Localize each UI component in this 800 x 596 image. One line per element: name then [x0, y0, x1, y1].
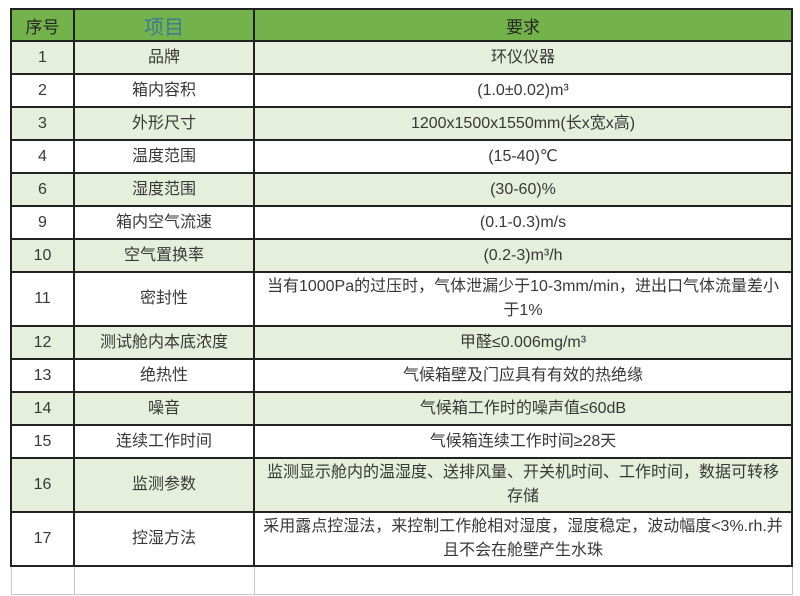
cell-requirement: 采用露点控湿法，来控制工作舱相对湿度，湿度稳定，波动幅度<3%.rh.并且不会在… [253, 511, 793, 567]
cell-requirement: 气候箱连续工作时间≥28天 [253, 424, 793, 459]
table-row: 12 测试舱内本底浓度 甲醛≤0.006mg/m³ [10, 325, 793, 360]
cell-number: 10 [10, 238, 75, 273]
cell-item: 绝热性 [73, 358, 255, 393]
cell-number: 6 [10, 172, 75, 207]
header-cell-number: 序号 [10, 8, 75, 42]
cell-item: 控湿方法 [73, 511, 255, 567]
table-row: 17 控湿方法 采用露点控湿法，来控制工作舱相对湿度，湿度稳定，波动幅度<3%.rh… [10, 511, 793, 567]
cell-requirement [253, 565, 793, 595]
cell-item: 监测参数 [73, 457, 255, 513]
cell-requirement: (30-60)% [253, 172, 793, 207]
header-cell-requirement: 要求 [253, 8, 793, 42]
cell-number: 4 [10, 139, 75, 174]
cell-number: 1 [10, 40, 75, 75]
table-row: 2 箱内容积 (1.0±0.02)m³ [10, 73, 793, 108]
cell-number: 15 [10, 424, 75, 459]
cell-number: 3 [10, 106, 75, 141]
cell-item: 空气置换率 [73, 238, 255, 273]
table-row: 10 空气置换率 (0.2-3)m³/h [10, 238, 793, 273]
cell-requirement: 甲醛≤0.006mg/m³ [253, 325, 793, 360]
cell-number: 11 [10, 271, 75, 327]
empty-row [10, 565, 793, 595]
cell-number: 16 [10, 457, 75, 513]
cell-item: 温度范围 [73, 139, 255, 174]
cell-requirement: 气候箱壁及门应具有有效的热绝缘 [253, 358, 793, 393]
cell-requirement: 环仪仪器 [253, 40, 793, 75]
cell-requirement: 气候箱工作时的噪声值≤60dB [253, 391, 793, 426]
cell-item: 连续工作时间 [73, 424, 255, 459]
table-row: 4 温度范围 (15-40)℃ [10, 139, 793, 174]
table-row: 13 绝热性 气候箱壁及门应具有有效的热绝缘 [10, 358, 793, 393]
table-row: 11 密封性 当有1000Pa的过压时，气体泄漏少于10-3mm/min，进出口气体… [10, 271, 793, 327]
header-cell-item: 项目 [73, 8, 255, 42]
table-row: 6 湿度范围 (30-60)% [10, 172, 793, 207]
cell-requirement: 监测显示舱内的温湿度、送排风量、开关机时间、工作时间，数据可转移存储 [253, 457, 793, 513]
cell-requirement: (1.0±0.02)m³ [253, 73, 793, 108]
cell-item: 密封性 [73, 271, 255, 327]
cell-item: 噪音 [73, 391, 255, 426]
cell-requirement: (15-40)℃ [253, 139, 793, 174]
cell-requirement: 当有1000Pa的过压时，气体泄漏少于10-3mm/min，进出口气体流量差小于… [253, 271, 793, 327]
spec-table-body: 1 品牌 环仪仪器 2 箱内容积 (1.0±0.02)m³ 3 外形尺寸 1200x1500x1… [10, 40, 793, 595]
spec-table-header: 序号 项目 要求 [10, 8, 793, 42]
table-row: 15 连续工作时间 气候箱连续工作时间≥28天 [10, 424, 793, 459]
cell-item: 湿度范围 [73, 172, 255, 207]
cell-number: 13 [10, 358, 75, 393]
cell-number: 17 [10, 511, 75, 567]
table-row: 14 噪音 气候箱工作时的噪声值≤60dB [10, 391, 793, 426]
cell-number: 12 [10, 325, 75, 360]
table-row: 3 外形尺寸 1200x1500x1550mm(长x宽x高) [10, 106, 793, 141]
cell-requirement: (0.2-3)m³/h [253, 238, 793, 273]
cell-number: 2 [10, 73, 75, 108]
cell-item: 测试舱内本底浓度 [73, 325, 255, 360]
table-row: 9 箱内空气流速 (0.1-0.3)m/s [10, 205, 793, 240]
cell-item: 箱内空气流速 [73, 205, 255, 240]
header-row: 序号 项目 要求 [10, 8, 793, 42]
cell-requirement: 1200x1500x1550mm(长x宽x高) [253, 106, 793, 141]
cell-item: 外形尺寸 [73, 106, 255, 141]
cell-number: 14 [10, 391, 75, 426]
cell-requirement: (0.1-0.3)m/s [253, 205, 793, 240]
cell-number [10, 565, 75, 595]
table-row: 16 监测参数 监测显示舱内的温湿度、送排风量、开关机时间、工作时间，数据可转移存储 [10, 457, 793, 513]
cell-item: 品牌 [73, 40, 255, 75]
cell-item: 箱内容积 [73, 73, 255, 108]
spec-table: 序号 项目 要求 1 品牌 环仪仪器 2 箱内容积 (1.0±0.02)m³ 3 外形尺寸 12… [10, 8, 793, 595]
cell-item [73, 565, 255, 595]
table-row: 1 品牌 环仪仪器 [10, 40, 793, 75]
cell-number: 9 [10, 205, 75, 240]
